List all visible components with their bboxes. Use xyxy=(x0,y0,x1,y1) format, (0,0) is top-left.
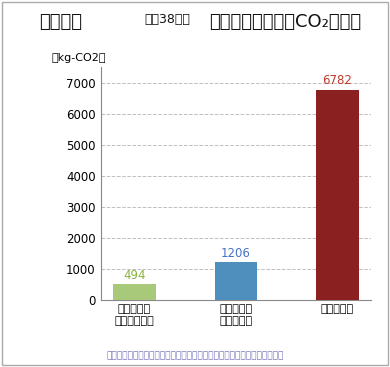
Text: ウッドマイルズ研究会「ウッドマイルズレポート」のデータをもとに編集: ウッドマイルズ研究会「ウッドマイルズレポート」のデータをもとに編集 xyxy=(106,351,284,360)
Bar xyxy=(215,262,257,300)
Text: の木材輸送過程のCO₂排出量: の木材輸送過程のCO₂排出量 xyxy=(209,13,361,31)
Bar xyxy=(113,284,156,300)
Text: 1206: 1206 xyxy=(221,247,251,259)
Text: （kg-CO2）: （kg-CO2） xyxy=(52,53,106,63)
Text: 木造住宅: 木造住宅 xyxy=(39,13,82,31)
Text: （約38坪）: （約38坪） xyxy=(144,13,190,26)
Bar xyxy=(316,90,359,300)
Text: 6782: 6782 xyxy=(323,74,353,87)
Text: 494: 494 xyxy=(123,269,145,281)
